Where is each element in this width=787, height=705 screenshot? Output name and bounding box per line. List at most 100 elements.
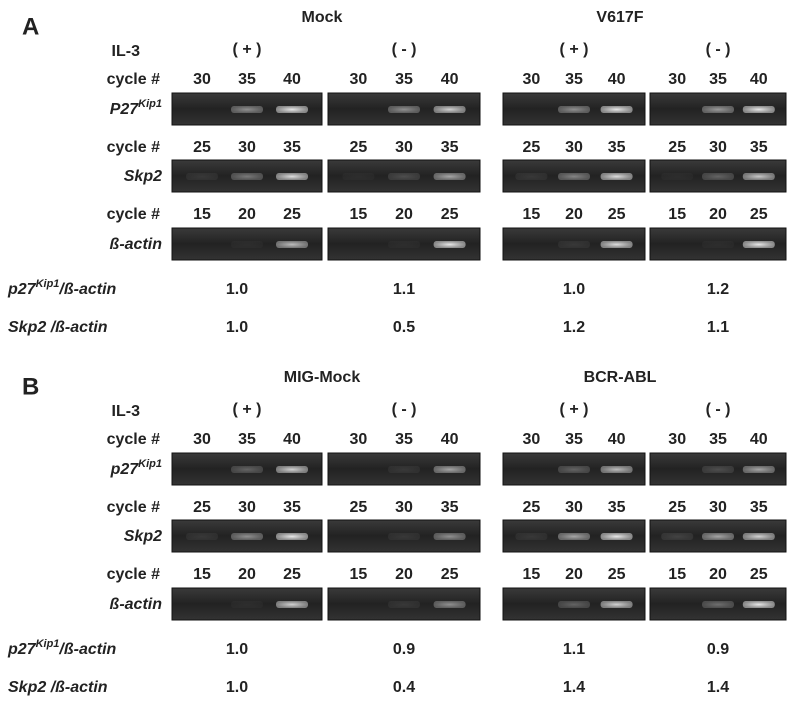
cycle-number: 25 [750,206,768,223]
cycle-number: 25 [441,566,459,583]
cycle-number: 20 [565,566,583,583]
cycle-number: 25 [350,139,368,156]
band [558,241,590,248]
ratio-value: 0.9 [707,641,729,658]
gene-label: p27Kip1 [110,458,162,478]
cycle-number: 40 [283,431,301,448]
cycle-number: 35 [441,499,459,516]
group-title: Mock [302,9,343,26]
cycle-number: 40 [441,71,459,88]
cycle-number: 30 [238,139,256,156]
cycle-number: 30 [565,499,583,516]
cycle-number: 15 [350,206,368,223]
cycle-number: 25 [608,566,626,583]
cycle-number: 20 [709,206,727,223]
band [702,466,734,473]
band [558,533,590,540]
cycle-number: 25 [668,139,686,156]
ratio-name: p27 [7,641,37,658]
ratio-value: 1.1 [563,641,585,658]
cycle-number: 30 [238,499,256,516]
ratio-value: 1.0 [563,281,585,298]
cycle-number: 35 [709,71,727,88]
cycle-number: 25 [283,566,301,583]
ratio-value: 1.0 [226,319,248,336]
cycle-number: 15 [523,206,541,223]
cycle-number: 30 [193,431,211,448]
band [558,601,590,608]
ratio-value: 1.1 [707,319,729,336]
ratio-value: 1.4 [707,679,729,696]
band [231,601,263,608]
gene-label: P27Kip1 [110,98,162,118]
band [601,106,633,113]
gene-name: p27 [110,461,140,478]
cycle-number: 35 [283,499,301,516]
band [558,106,590,113]
gene-label: Skp2 [124,168,162,185]
ratio-value: 0.9 [393,641,415,658]
band [434,173,466,180]
cycle-number: 35 [283,139,301,156]
gene-label: Skp2 [124,528,162,545]
cycle-number: 35 [395,431,413,448]
band [434,106,466,113]
cycle-number: 35 [608,499,626,516]
band [434,533,466,540]
cycle-number: 30 [193,71,211,88]
gene-name: ß-actin [110,596,163,613]
band [276,466,308,473]
band [276,106,308,113]
band [743,173,775,180]
cycle-number: 20 [238,566,256,583]
cycle-label: cycle # [107,431,160,448]
cycle-number: 35 [238,431,256,448]
band [601,466,633,473]
panel-label: B [22,373,39,400]
cycle-number: 15 [523,566,541,583]
band [702,106,734,113]
cycle-number: 35 [709,431,727,448]
band [434,601,466,608]
cycle-number: 15 [193,566,211,583]
band [276,173,308,180]
cycle-number: 30 [395,139,413,156]
ratio-value: 1.0 [226,679,248,696]
ratio-name: Skp2 /ß-actin [8,319,108,336]
ratio-value: 1.2 [707,281,729,298]
band [231,466,263,473]
cycle-number: 20 [238,206,256,223]
cycle-number: 30 [523,71,541,88]
cycle-number: 20 [565,206,583,223]
cycle-number: 30 [350,71,368,88]
cycle-label: cycle # [107,71,160,88]
band [388,601,420,608]
band [186,533,218,540]
ratio-value: 1.0 [226,641,248,658]
cycle-number: 20 [395,566,413,583]
band [702,533,734,540]
cycle-number: 20 [395,206,413,223]
cycle-number: 40 [283,71,301,88]
band [743,241,775,248]
band [702,173,734,180]
gene-label: ß-actin [110,236,163,253]
cycle-number: 35 [441,139,459,156]
il3-label: IL-3 [112,43,141,60]
cycle-number: 35 [565,71,583,88]
cycle-number: 15 [193,206,211,223]
condition: ( + ) [233,401,262,418]
band [661,173,693,180]
cycle-number: 25 [193,499,211,516]
cycle-number: 25 [441,206,459,223]
cycle-number: 40 [608,431,626,448]
band [601,241,633,248]
band [231,533,263,540]
cycle-number: 40 [608,71,626,88]
cycle-number: 25 [193,139,211,156]
cycle-label: cycle # [107,499,160,516]
band [388,533,420,540]
cycle-number: 30 [709,139,727,156]
cycle-number: 35 [750,499,768,516]
ratio-value: 1.0 [226,281,248,298]
